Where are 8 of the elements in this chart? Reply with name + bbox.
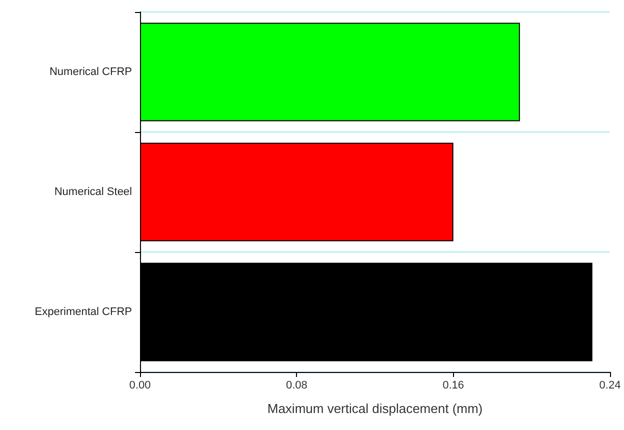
x-axis-title: Maximum vertical displacement (mm) (267, 401, 483, 416)
x-tick-label: 0.00 (129, 380, 151, 392)
y-tick-label: Experimental CFRP (34, 306, 132, 318)
x-tick-label: 0.24 (599, 380, 621, 392)
y-tick-label: Numerical Steel (54, 186, 132, 198)
y-tick-label: Numerical CFRP (49, 66, 132, 78)
x-tick-label: 0.16 (442, 380, 464, 392)
x-tick-label: 0.08 (286, 380, 308, 392)
